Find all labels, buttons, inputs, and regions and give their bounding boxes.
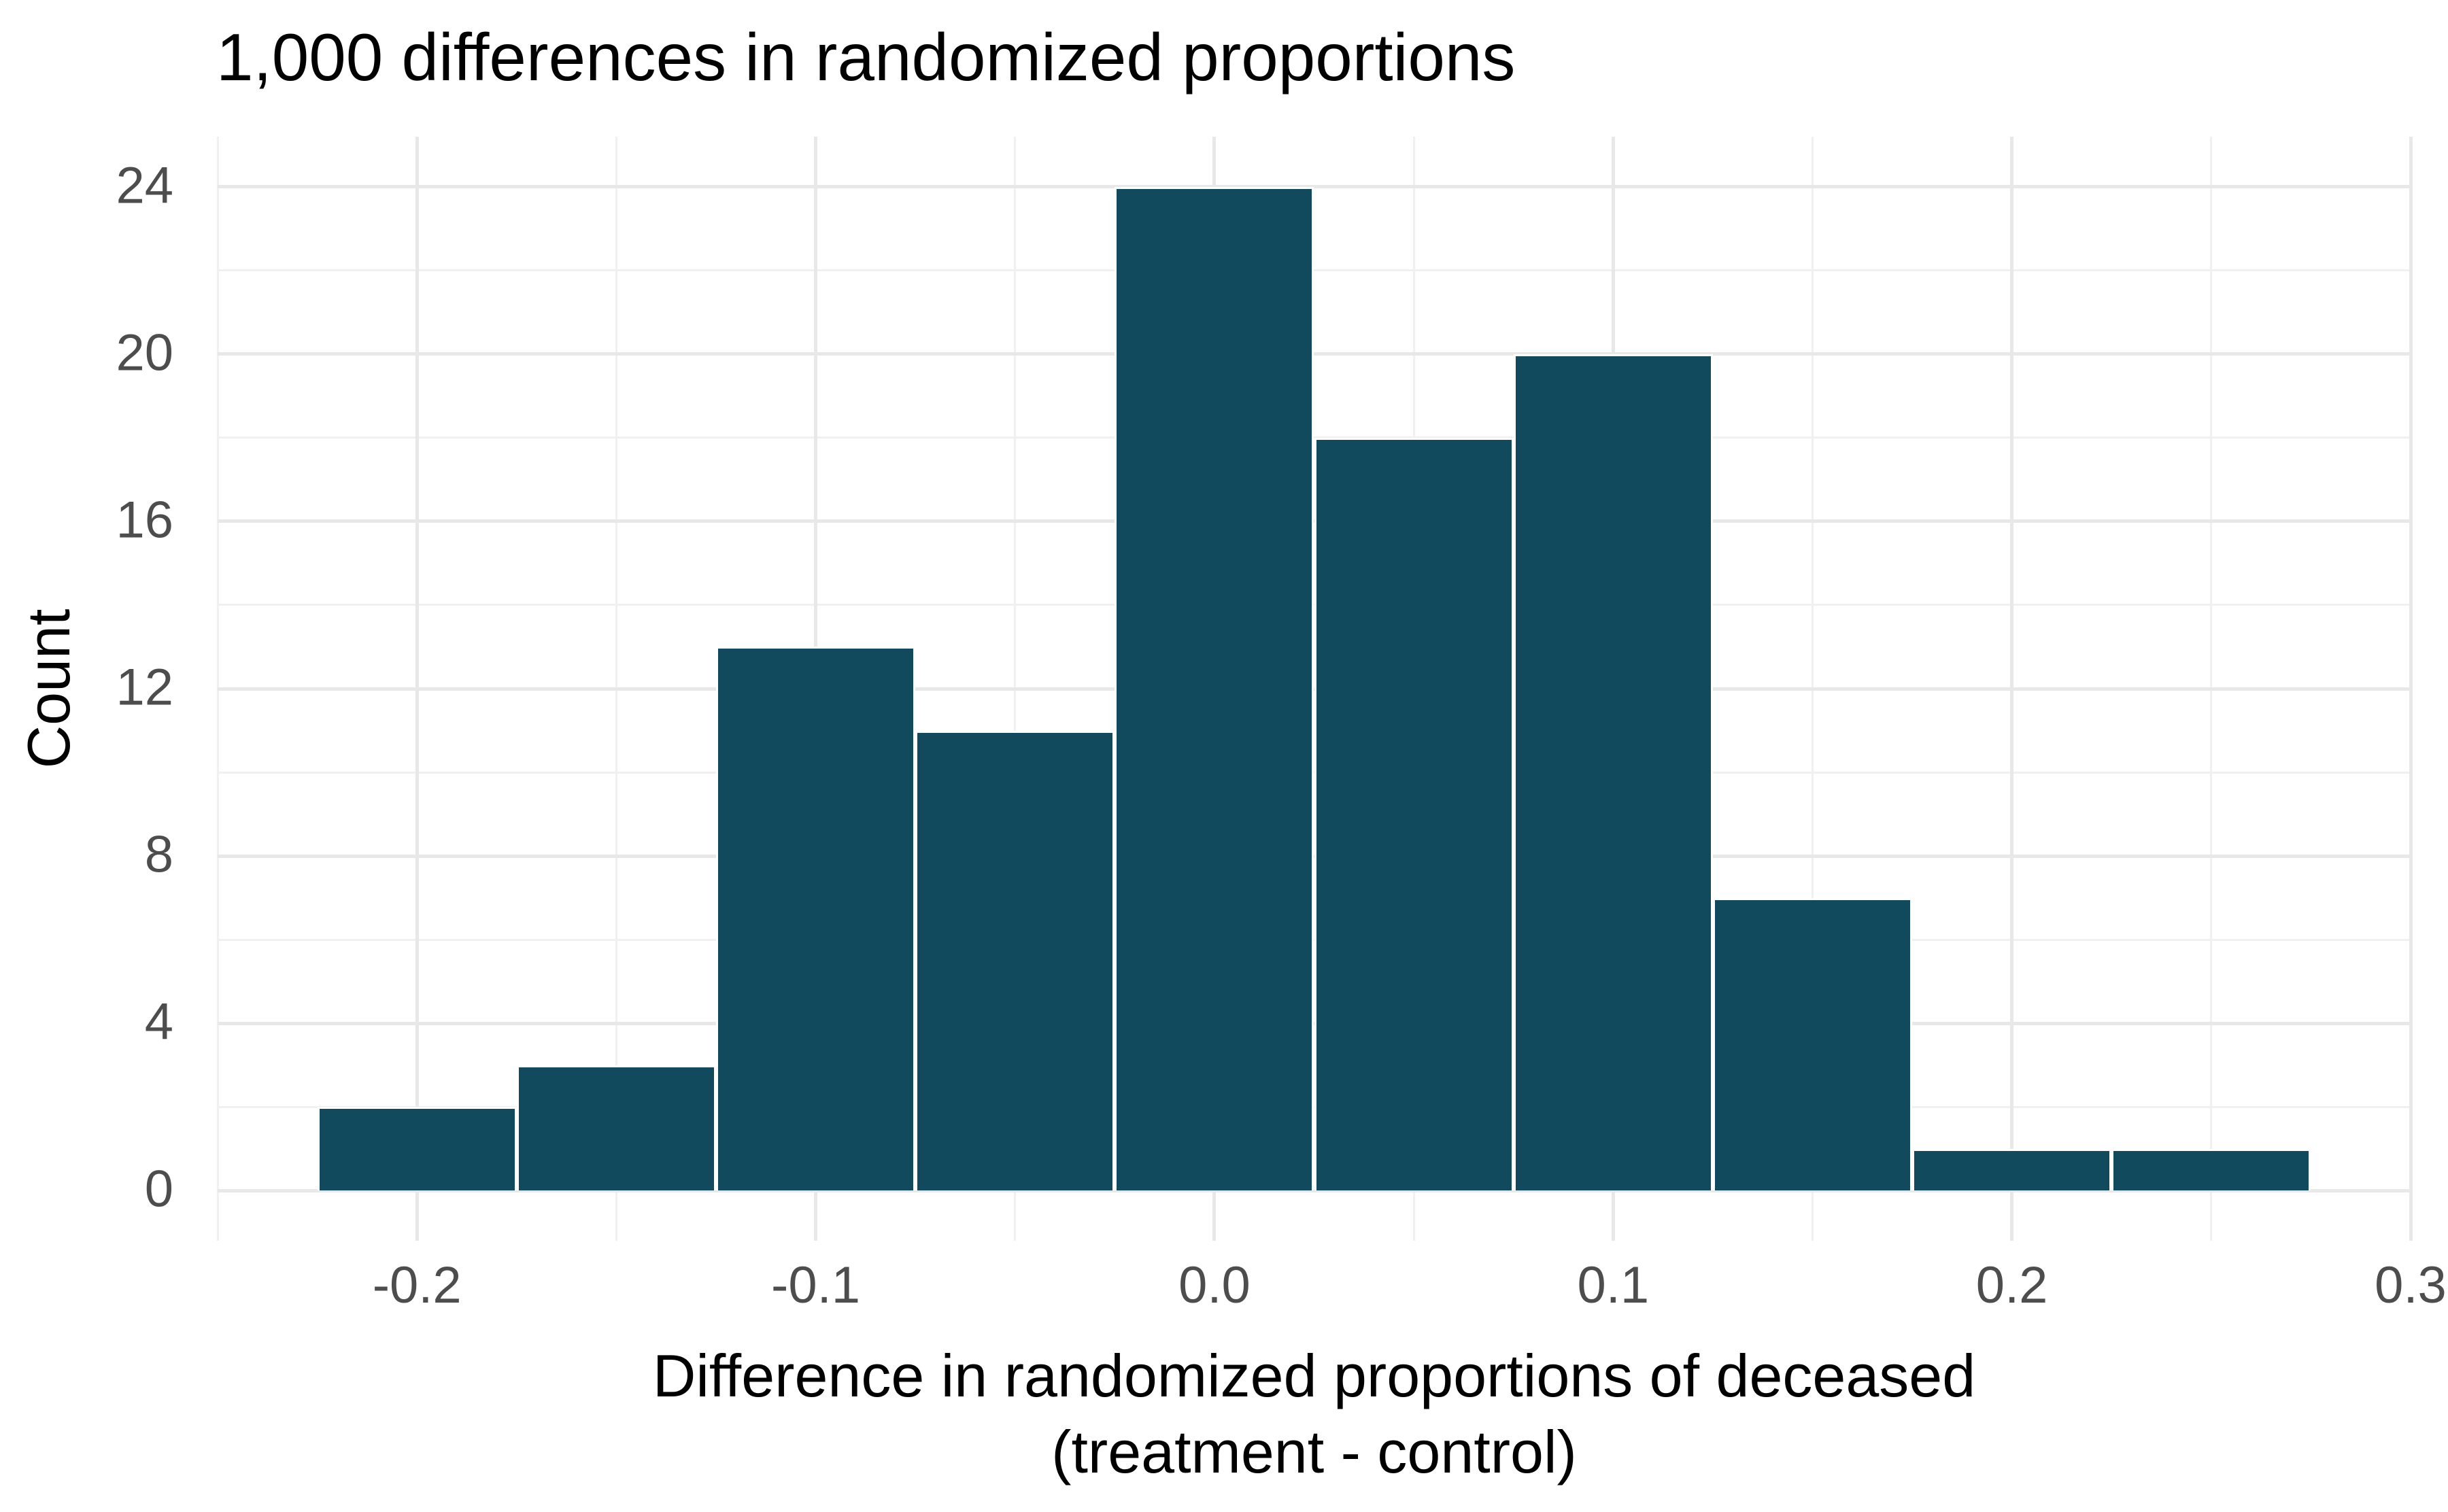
y-tick-label: 8 bbox=[144, 825, 173, 884]
x-major-gridline bbox=[415, 137, 419, 1241]
chart-title: 1,000 differences in randomized proporti… bbox=[216, 20, 1516, 94]
y-minor-gridline bbox=[218, 269, 2411, 272]
histogram-bar bbox=[1314, 437, 1514, 1191]
histogram-bar bbox=[915, 730, 1115, 1191]
x-tick-label: 0.1 bbox=[1577, 1256, 1650, 1314]
x-tick-label: 0.3 bbox=[2375, 1256, 2447, 1314]
histogram-bar bbox=[317, 1107, 517, 1191]
y-major-gridline bbox=[218, 1188, 2411, 1192]
x-tick-label: -0.2 bbox=[372, 1256, 462, 1314]
y-tick-label: 16 bbox=[116, 491, 173, 549]
y-tick-label: 20 bbox=[116, 324, 173, 382]
plot-panel bbox=[216, 137, 2413, 1241]
y-major-gridline bbox=[218, 352, 2411, 356]
x-major-gridline bbox=[2409, 137, 2413, 1241]
histogram-bar bbox=[715, 647, 916, 1191]
histogram-bar bbox=[1115, 186, 1314, 1191]
y-tick-label: 12 bbox=[116, 658, 173, 717]
x-tick-label: 0.2 bbox=[1975, 1256, 2048, 1314]
histogram-bar bbox=[1712, 897, 1913, 1191]
x-axis-title-line-2: (treatment - control) bbox=[1051, 1418, 1577, 1485]
histogram-bar bbox=[2111, 1148, 2311, 1191]
x-tick-label: 0.0 bbox=[1178, 1256, 1251, 1314]
histogram-bar bbox=[1513, 354, 1713, 1191]
x-tick-label: -0.1 bbox=[771, 1256, 861, 1314]
x-axis-title-line-1: Difference in randomized proportions of … bbox=[652, 1342, 1976, 1409]
x-major-gridline bbox=[2010, 137, 2014, 1241]
y-tick-label: 4 bbox=[144, 993, 173, 1051]
y-tick-label: 0 bbox=[144, 1160, 173, 1218]
y-major-gridline bbox=[218, 185, 2411, 189]
x-axis-title: Difference in randomized proportions of … bbox=[218, 1338, 2411, 1490]
histogram-bar bbox=[1912, 1148, 2112, 1191]
histogram-bar bbox=[516, 1065, 716, 1191]
y-tick-label: 24 bbox=[116, 156, 173, 215]
